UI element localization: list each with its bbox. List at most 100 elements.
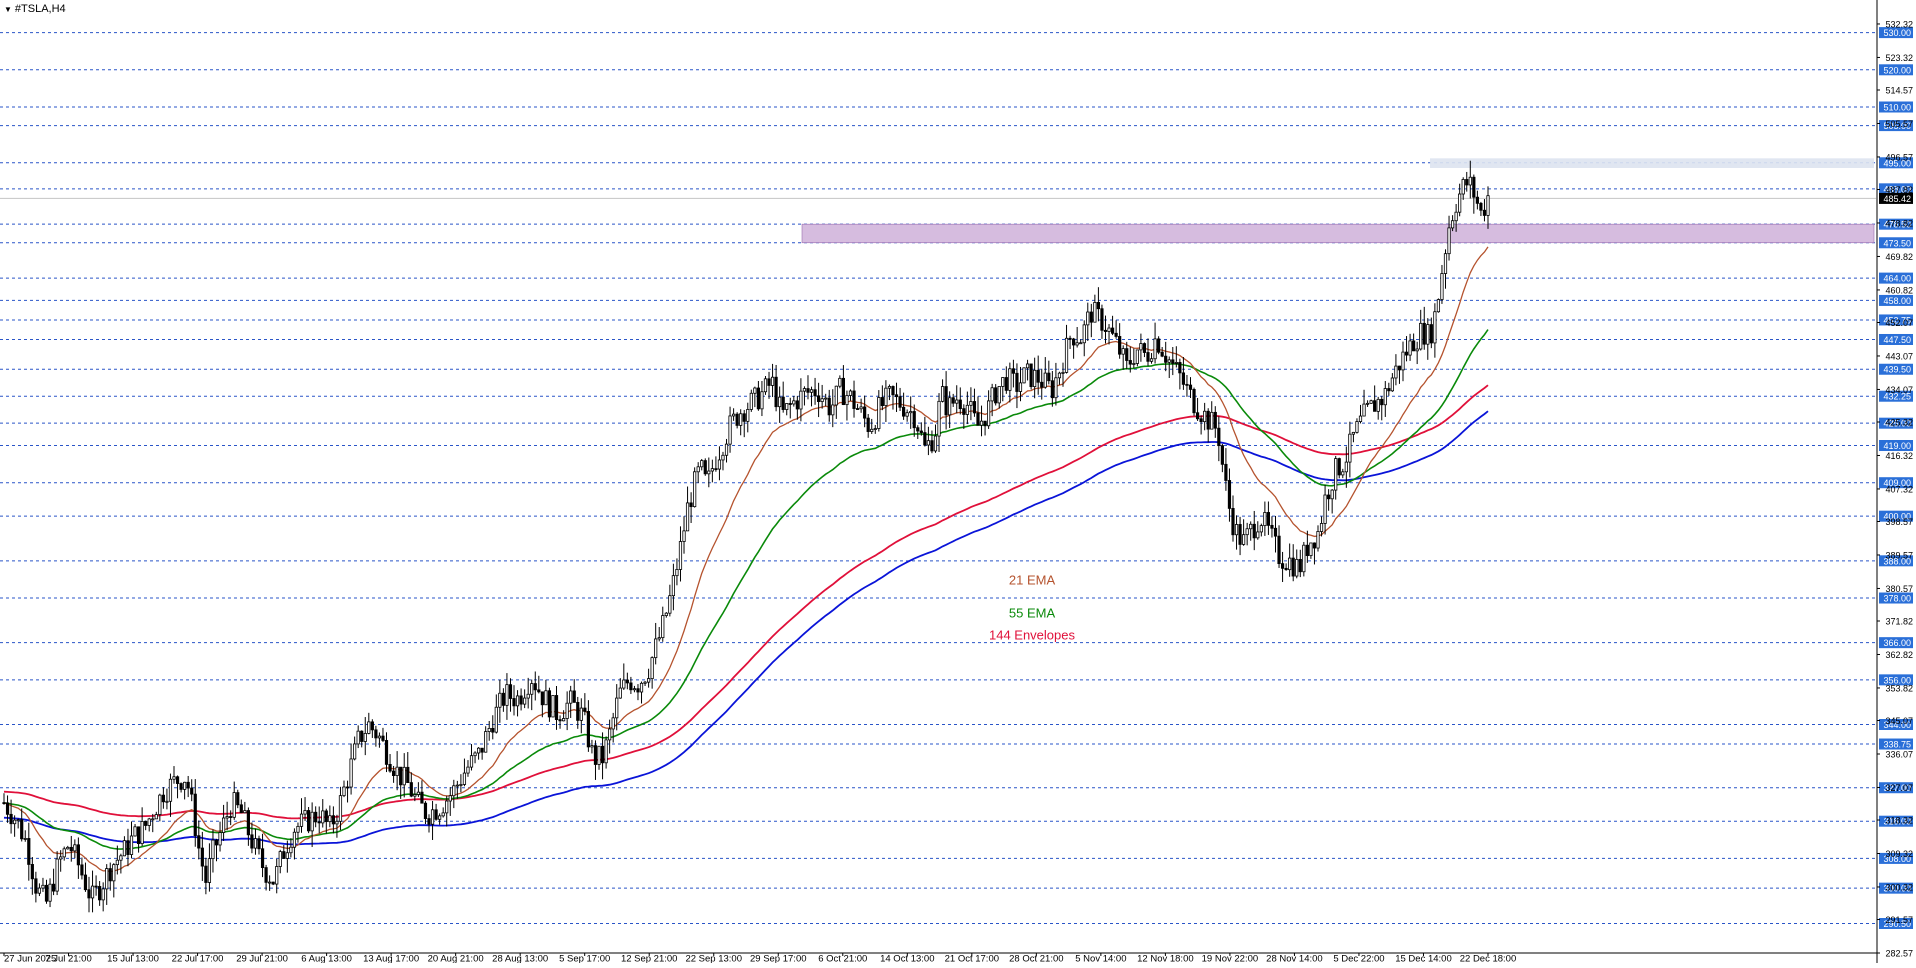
candle-body bbox=[2, 802, 6, 805]
candle bbox=[498, 679, 502, 723]
level-label-text: 495.00 bbox=[1883, 158, 1911, 168]
candle bbox=[813, 377, 817, 405]
level-label-text: 452.75 bbox=[1883, 315, 1911, 325]
candle-body bbox=[1040, 381, 1044, 388]
candle bbox=[1018, 366, 1023, 402]
candle-body bbox=[1316, 531, 1320, 549]
candle-body bbox=[1408, 340, 1412, 356]
candle-body bbox=[593, 745, 598, 765]
candle bbox=[271, 881, 275, 886]
candle-body bbox=[1327, 494, 1331, 500]
candle-body bbox=[105, 868, 109, 890]
candle-body bbox=[1259, 525, 1263, 533]
candle-body bbox=[23, 838, 27, 840]
candle bbox=[962, 404, 966, 429]
y-tick-label: 469.82 bbox=[1885, 252, 1913, 262]
candle bbox=[547, 687, 552, 722]
candle bbox=[1079, 339, 1083, 345]
candle bbox=[523, 689, 527, 709]
candle-body bbox=[1394, 365, 1398, 379]
candle bbox=[416, 782, 420, 797]
level-label-box bbox=[1879, 294, 1913, 306]
candle-body bbox=[526, 693, 530, 699]
candle-body bbox=[732, 413, 736, 417]
candle bbox=[427, 814, 431, 833]
level-label-text: 366.00 bbox=[1883, 638, 1911, 648]
candle bbox=[834, 385, 838, 419]
candle-body bbox=[353, 743, 357, 760]
candle-body bbox=[1167, 359, 1171, 363]
candle bbox=[926, 426, 931, 456]
candle-body bbox=[328, 815, 332, 823]
candle-body bbox=[253, 838, 258, 849]
y-tick-label: 282.57 bbox=[1885, 949, 1913, 959]
candle bbox=[1128, 346, 1132, 373]
candle-body bbox=[678, 541, 683, 570]
candle-body bbox=[600, 745, 605, 764]
candle bbox=[1397, 365, 1402, 384]
candle-body bbox=[214, 839, 219, 846]
candle-body bbox=[80, 864, 84, 876]
candle-body bbox=[381, 735, 385, 741]
candle-body bbox=[813, 389, 817, 397]
level-label-text: 378.00 bbox=[1883, 594, 1911, 604]
candle-body bbox=[1110, 327, 1115, 334]
candle bbox=[200, 831, 204, 881]
candle bbox=[214, 838, 219, 862]
candle-body bbox=[1018, 382, 1023, 392]
level-label: 356.00 bbox=[1879, 674, 1913, 686]
candle bbox=[710, 459, 714, 483]
candle-body bbox=[951, 397, 955, 404]
candle bbox=[2, 793, 6, 805]
candle bbox=[1199, 415, 1203, 435]
candle-body bbox=[604, 739, 608, 764]
candle-body bbox=[632, 688, 637, 691]
candle bbox=[409, 772, 413, 798]
candle-body bbox=[190, 787, 194, 795]
candle-body bbox=[296, 825, 300, 833]
candle-body bbox=[51, 883, 56, 892]
candle-body bbox=[1234, 524, 1239, 536]
candle-body bbox=[749, 392, 753, 410]
level-label-box bbox=[1879, 314, 1913, 326]
candle-body bbox=[1369, 400, 1373, 404]
candle bbox=[579, 698, 583, 734]
candle-body bbox=[940, 386, 945, 402]
candle bbox=[1025, 359, 1030, 381]
candle-body bbox=[1280, 563, 1285, 569]
candle bbox=[20, 808, 24, 842]
chevron-down-icon[interactable]: ▼ bbox=[4, 4, 12, 14]
candle-body bbox=[1422, 322, 1426, 345]
candle-body bbox=[34, 878, 38, 894]
candle bbox=[997, 386, 1001, 409]
candle-body bbox=[1022, 367, 1026, 384]
candle bbox=[682, 516, 686, 554]
candle bbox=[112, 863, 116, 898]
candle-body bbox=[314, 811, 318, 823]
candle-body bbox=[576, 701, 580, 721]
candle-body bbox=[902, 406, 906, 417]
candle-body bbox=[430, 809, 435, 825]
level-label: 409.00 bbox=[1879, 477, 1913, 489]
candle-body bbox=[625, 679, 629, 684]
candle bbox=[484, 726, 488, 753]
candle bbox=[820, 384, 824, 409]
candle-body bbox=[565, 702, 569, 719]
candle-body bbox=[303, 810, 307, 815]
candle bbox=[345, 780, 350, 803]
candle bbox=[367, 712, 371, 735]
candle bbox=[1298, 549, 1302, 578]
candle-body bbox=[1043, 372, 1047, 388]
candle bbox=[650, 656, 654, 689]
candle-body bbox=[13, 819, 17, 825]
candle-body bbox=[1380, 398, 1384, 406]
candle bbox=[1103, 315, 1108, 344]
candle-body bbox=[515, 695, 520, 707]
candle-body bbox=[647, 678, 651, 683]
candle-body bbox=[937, 400, 941, 437]
candle-body bbox=[894, 394, 899, 398]
candle-body bbox=[427, 818, 431, 825]
candle-body bbox=[689, 502, 693, 508]
